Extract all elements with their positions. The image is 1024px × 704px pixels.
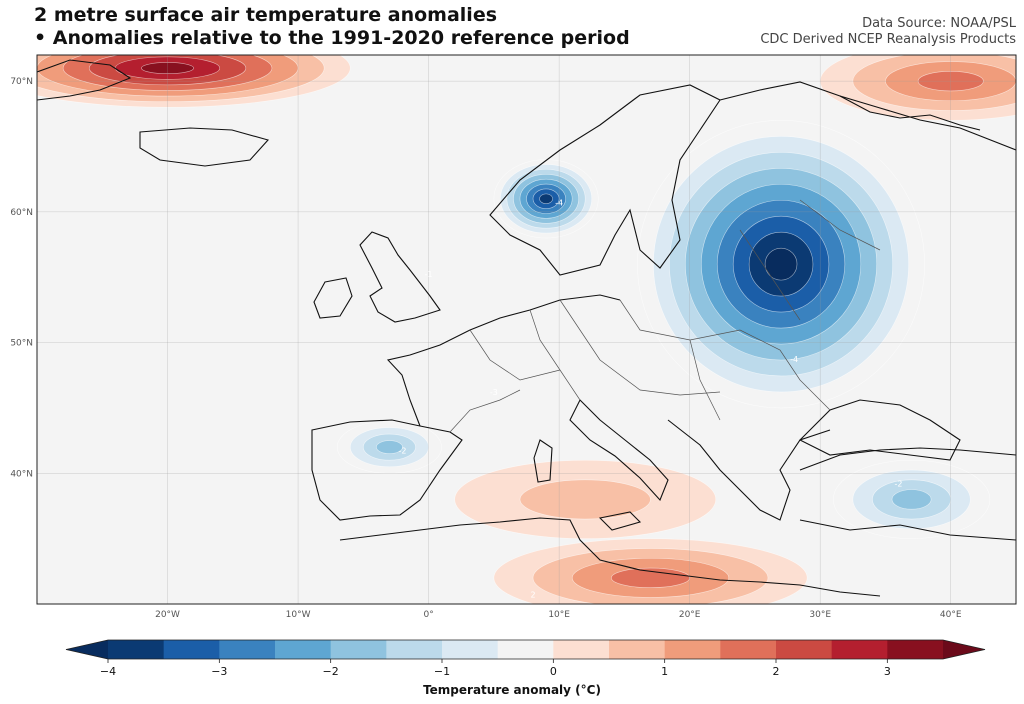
contour-label-3: -2 [895,479,903,488]
colorbar-segment-9 [609,640,666,659]
colorbar-tick-label-7: 3 [884,665,891,678]
lon-label-2: 0° [423,610,433,620]
coastline-north-africa [339,517,881,597]
colorbar-segment-4 [330,640,387,659]
country-borders [449,199,881,433]
colorbar-label: Temperature anomaly (°C) [423,683,601,697]
anomaly-region-4-level-3 [376,440,403,454]
colorbar-segment-5 [386,640,443,659]
anomaly-region-2-level-8 [764,247,798,281]
colorbar-segment-3 [275,640,332,659]
colorbar-segment-0 [108,640,165,659]
coastline-finland-russia [719,81,1016,151]
colorbar-segment-8 [553,640,610,659]
contour-label-6: 2 [530,590,535,599]
border-lines [449,199,881,433]
colorbar-segment-10 [664,640,721,659]
colorbar-segment-12 [776,640,833,659]
lat-label-1: 50°N [10,339,33,349]
colorbar-segment-14 [887,640,944,659]
contour-label-5: -1 [425,270,433,279]
map-border [36,54,1017,605]
source-line-2: CDC Derived NCEP Reanalysis Products [760,32,1016,47]
colorbar-segment-2 [219,640,276,659]
lon-label-0: 20°W [155,610,180,620]
coastline-italy [569,399,669,502]
colorbar-tick-label-6: 2 [773,665,780,678]
colorbar-segment-11 [720,640,777,659]
colorbar-under-arrow [66,640,108,659]
longitude-labels: 20°W 10°W 0° 10°E 20°E 30°E 40°E [155,610,962,620]
colorbar-segment-13 [831,640,888,659]
lon-label-3: 10°E [548,610,570,620]
anomaly-region-7-level-1 [519,479,651,520]
graticule [37,55,1016,604]
coastline-sicily [598,511,642,531]
lon-label-4: 20°E [679,610,701,620]
title-line-1: 2 metre surface air temperature anomalie… [34,4,498,26]
source-line-1: Data Source: NOAA/PSL [862,16,1016,31]
colorbar-tick-label-2: −2 [323,665,339,678]
lat-label-2: 60°N [10,208,33,218]
coastline-iberia [311,419,463,521]
coastline-britain [359,231,441,323]
contour-label-2: -2 [399,447,407,456]
chart-title: 2 metre surface air temperature anomalie… [34,4,630,50]
colorbar-segment-1 [163,640,220,659]
title-line-2: • Anomalies relative to the 1991-2020 re… [34,27,630,49]
anomaly-region-3-level-7 [539,193,553,204]
coastline-greenland [37,59,132,101]
colorbar: −4 −3 −2 −1 0 1 2 3 [65,639,986,678]
colorbar-tick-label-5: 1 [661,665,668,678]
lat-label-3: 70°N [10,77,33,87]
coastline-balkans-greece [667,419,831,521]
colorbar-tick-label-0: −4 [100,665,116,678]
colorbar-tick-label-3: −1 [434,665,450,678]
coastline-france-lowcountries [386,294,621,427]
colorbar-segment-7 [497,640,554,659]
contour-label-1: -4 [790,355,798,364]
coastlines [37,59,1016,597]
contour-label-0: -4 [555,198,563,207]
coastline-ireland [313,277,353,319]
contour-labels: -4 -4 -2 -2 -3 -1 2 [399,198,903,599]
colorbar-over-arrow [943,640,985,659]
map-frame [37,55,1016,604]
lon-label-1: 10°W [286,610,311,620]
lat-label-0: 40°N [10,469,33,479]
coastline-black-sea [799,399,961,461]
colorbar-tick-label-1: −3 [211,665,227,678]
coastline-turkey [799,447,1016,541]
anomaly-region-5-level-3 [891,489,932,510]
coastline-iceland [139,127,270,167]
coastline-scandinavia [489,84,721,276]
colorbar-segment-6 [442,640,499,659]
coastline-sardinia-corsica [533,439,553,483]
lon-label-5: 30°E [809,610,831,620]
colorbar-tick-label-4: 0 [550,665,557,678]
latitude-labels: 40°N 50°N 60°N 70°N [10,77,33,479]
data-source: Data Source: NOAA/PSL CDC Derived NCEP R… [760,16,1016,48]
lon-label-6: 40°E [940,610,962,620]
contour-label-4: -3 [490,388,498,397]
coastline-kola [839,95,981,131]
